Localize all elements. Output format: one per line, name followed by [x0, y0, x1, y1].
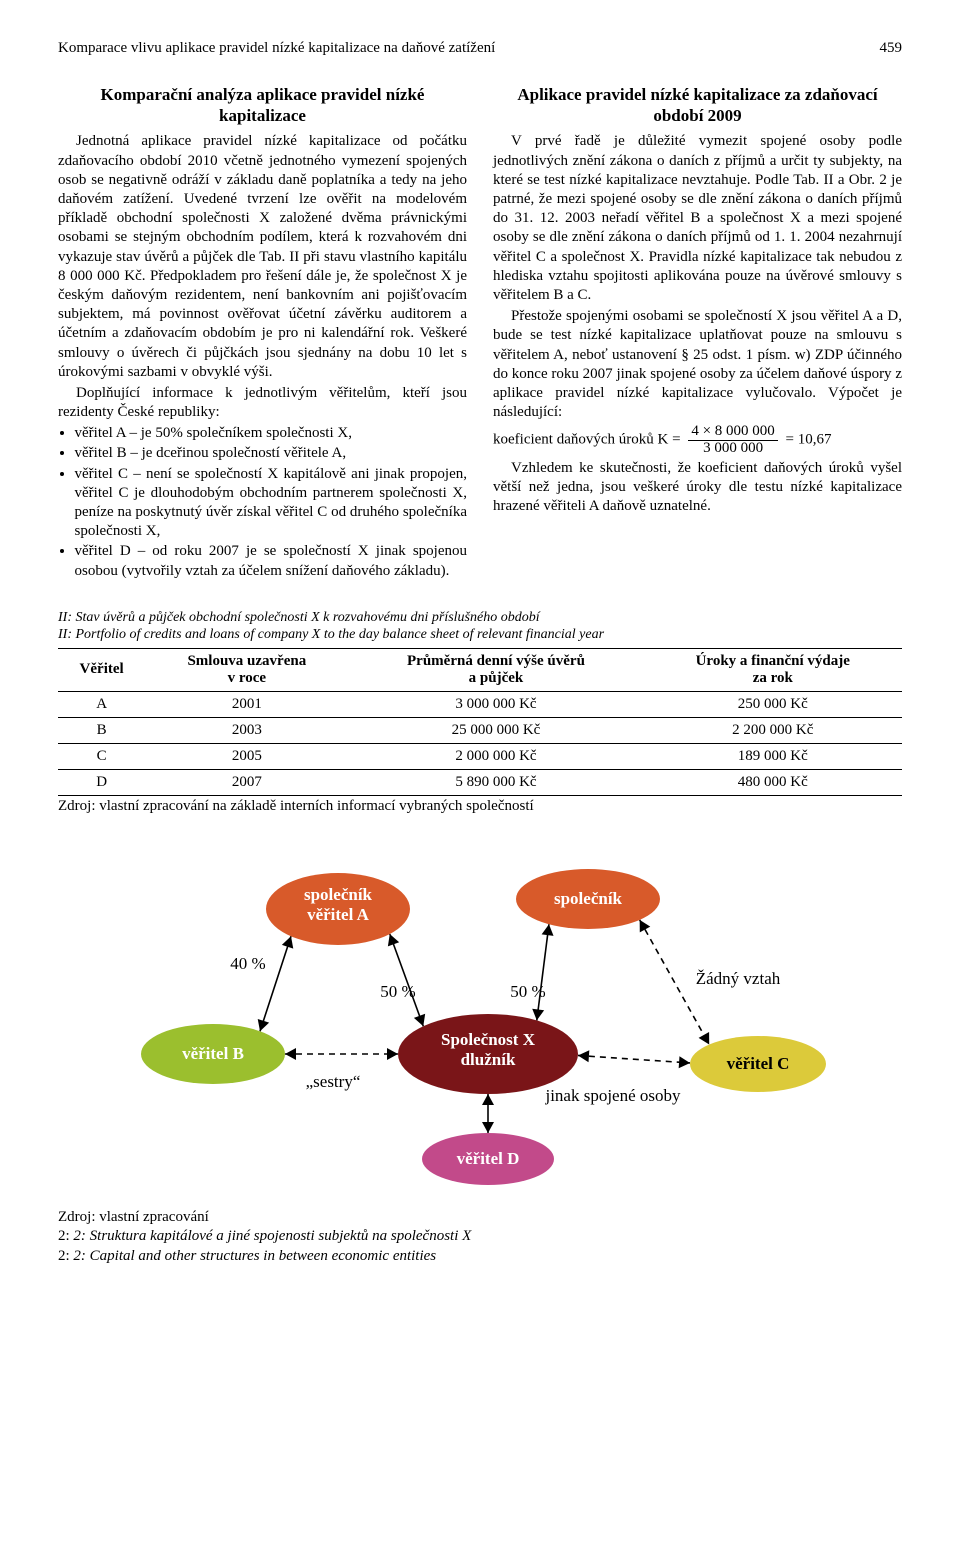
relationship-diagram: společníkvěřitel Aspolečníkvěřitel BSpol…	[58, 839, 902, 1199]
th-veritel: Věřitel	[58, 648, 145, 691]
table-cell: 3 000 000 Kč	[348, 691, 643, 717]
table-cell: 250 000 Kč	[644, 691, 902, 717]
node-label: společník	[554, 889, 623, 908]
left-p1: Jednotná aplikace pravidel nízké kapital…	[58, 132, 467, 381]
formula-result: = 10,67	[786, 432, 832, 448]
left-list: věřitel A – je 50% společníkem společnos…	[58, 424, 467, 581]
left-heading: Komparační analýza aplikace pravidel níz…	[58, 85, 467, 126]
edge-label: 50 %	[380, 982, 415, 1001]
arrowhead-icon	[578, 1050, 589, 1062]
edge-label: jinak spojené osoby	[544, 1086, 681, 1105]
list-item: věřitel D – od roku 2007 je se společnos…	[75, 542, 468, 580]
data-table: Věřitel Smlouva uzavřenav roce Průměrná …	[58, 648, 902, 796]
list-item: věřitel A – je 50% společníkem společnos…	[75, 424, 468, 443]
arrowhead-icon	[542, 924, 554, 936]
edge	[537, 924, 549, 1020]
table-cell: 5 890 000 Kč	[348, 769, 643, 795]
formula-num: 4 × 8 000 000	[688, 424, 777, 441]
running-title: Komparace vlivu aplikace pravidel nízké …	[58, 40, 495, 57]
table-source: Zdroj: vlastní zpracování na základě int…	[58, 798, 902, 815]
edge-label: 50 %	[510, 982, 545, 1001]
fig-source-line: Zdroj: vlastní zpracování	[58, 1208, 902, 1228]
edge	[578, 1055, 690, 1062]
list-item: věřitel C – není se společností X kapitá…	[75, 465, 468, 542]
arrowhead-icon	[532, 1009, 544, 1021]
page-number: 459	[860, 40, 903, 57]
table-cell: A	[58, 691, 145, 717]
table-cell: 2007	[145, 769, 348, 795]
left-column: Komparační analýza aplikace pravidel níz…	[58, 85, 467, 583]
formula: koeficient daňových úroků K = 4 × 8 000 …	[493, 424, 902, 457]
running-head: Komparace vlivu aplikace pravidel nízké …	[58, 40, 902, 57]
th-uroky: Úroky a finanční výdajeza rok	[644, 648, 902, 691]
table-cell: 2005	[145, 743, 348, 769]
table-row: A20013 000 000 Kč250 000 Kč	[58, 691, 902, 717]
table-cell: 2 200 000 Kč	[644, 717, 902, 743]
list-item: věřitel B – je dceřinou společností věři…	[75, 444, 468, 463]
node-label: věřitel A	[307, 905, 370, 924]
arrowhead-icon	[285, 1048, 296, 1060]
arrowhead-icon	[387, 1048, 398, 1060]
arrowhead-icon	[482, 1094, 494, 1105]
table-row: C20052 000 000 Kč189 000 Kč	[58, 743, 902, 769]
node-label: společník	[304, 885, 373, 904]
arrowhead-icon	[699, 1032, 710, 1045]
right-p1: V prvé řadě je důležité vymezit spojené …	[493, 132, 902, 305]
node-label: věřitel D	[457, 1149, 520, 1168]
right-column: Aplikace pravidel nízké kapitalizace za …	[493, 85, 902, 583]
th-smlouva: Smlouva uzavřenav roce	[145, 648, 348, 691]
edge	[260, 936, 291, 1031]
right-p2: Přestože spojenými osobami se společnost…	[493, 307, 902, 422]
figure-source: Zdroj: vlastní zpracování 2: 2: Struktur…	[58, 1208, 902, 1267]
fig-source-line: 2: 2: Struktura kapitálové a jiné spojen…	[58, 1227, 902, 1247]
table-cell: 25 000 000 Kč	[348, 717, 643, 743]
table-cell: C	[58, 743, 145, 769]
table-cell: D	[58, 769, 145, 795]
arrowhead-icon	[482, 1122, 494, 1133]
node-label: věřitel C	[727, 1054, 790, 1073]
fig-source-line: 2: 2: Capital and other structures in be…	[58, 1247, 902, 1267]
edge-label: „sestry“	[306, 1072, 361, 1091]
th-prumerna: Průměrná denní výše úvěrůa půjček	[348, 648, 643, 691]
table-cell: 480 000 Kč	[644, 769, 902, 795]
edge-label: Žádný vztah	[696, 969, 781, 988]
formula-lead: koeficient daňových úroků K =	[493, 432, 681, 448]
table-cell: 2 000 000 Kč	[348, 743, 643, 769]
table-caption: II: Stav úvěrů a půjček obchodní společn…	[58, 609, 902, 644]
table-cell: 189 000 Kč	[644, 743, 902, 769]
table-cell: 2001	[145, 691, 348, 717]
formula-den: 3 000 000	[688, 441, 777, 457]
table-row: B200325 000 000 Kč2 200 000 Kč	[58, 717, 902, 743]
table-caption-cz: II: Stav úvěrů a půjček obchodní společn…	[58, 609, 902, 627]
formula-fraction: 4 × 8 000 000 3 000 000	[688, 424, 777, 457]
edge	[390, 934, 424, 1026]
node-label: věřitel B	[182, 1044, 244, 1063]
table-caption-en: II: Portfolio of credits and loans of co…	[58, 626, 902, 644]
node-label: Společnost X	[441, 1030, 536, 1049]
node-label: dlužník	[461, 1050, 516, 1069]
arrowhead-icon	[679, 1056, 690, 1068]
right-heading: Aplikace pravidel nízké kapitalizace za …	[493, 85, 902, 126]
table-row: D20075 890 000 Kč480 000 Kč	[58, 769, 902, 795]
table-cell: 2003	[145, 717, 348, 743]
table-cell: B	[58, 717, 145, 743]
right-p3: Vzhledem ke skutečnosti, že koeficient d…	[493, 459, 902, 517]
edge-label: 40 %	[230, 954, 265, 973]
left-p2: Doplňující informace k jednotlivým věřit…	[58, 384, 467, 422]
